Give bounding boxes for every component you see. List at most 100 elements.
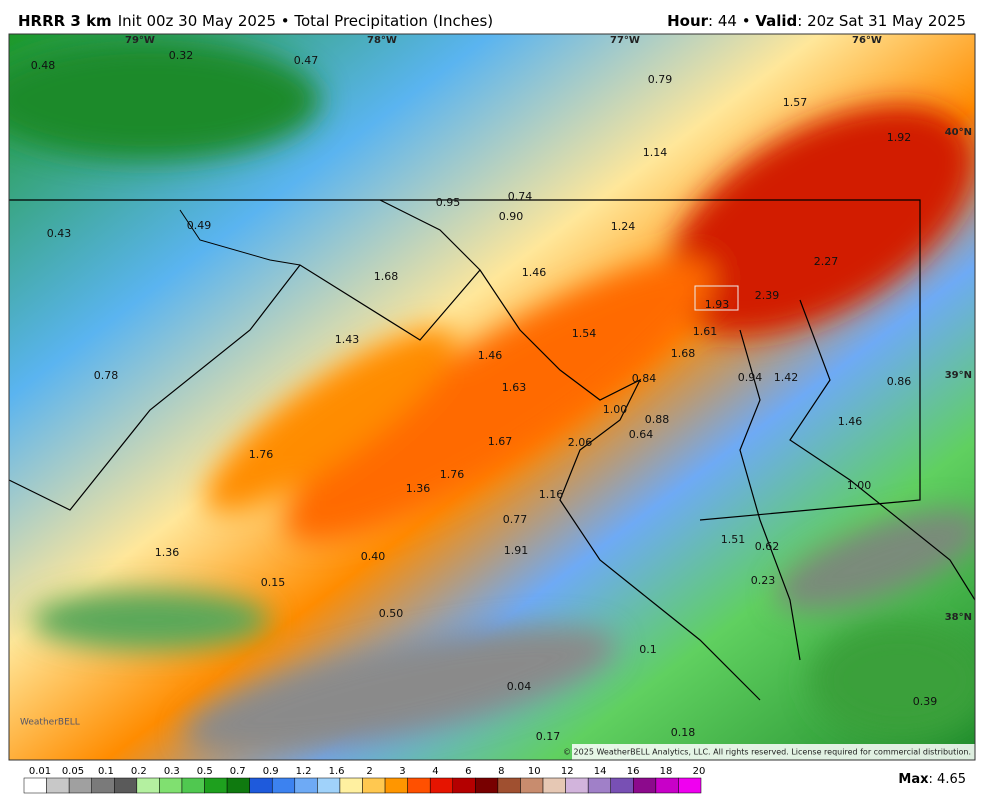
point-value: 0.39 (913, 695, 938, 708)
point-value: 1.63 (502, 381, 527, 394)
point-value: 1.54 (572, 327, 597, 340)
colorbar-swatch (407, 777, 431, 794)
lon-label: 79°W (125, 35, 155, 46)
point-value: 0.43 (47, 227, 72, 240)
colorbar-swatch (114, 777, 138, 794)
colorbar-label: 20 (693, 766, 706, 777)
colorbar-label: 4 (432, 766, 438, 777)
point-value: 0.88 (645, 413, 670, 426)
colorbar-swatch (497, 777, 521, 794)
point-value: 0.17 (536, 730, 561, 743)
colorbar-swatch (294, 777, 318, 794)
point-value: 1.68 (671, 347, 696, 360)
valid-value: : 20z Sat 31 May 2025 (797, 12, 966, 30)
lon-label: 78°W (367, 35, 397, 46)
model: HRRR 3 km (18, 12, 112, 30)
colorbar-swatch (271, 777, 296, 794)
point-value: 0.95 (436, 196, 461, 209)
colorbar-swatch (317, 777, 341, 794)
point-value: 0.49 (187, 219, 212, 232)
point-value: 1.68 (374, 270, 399, 283)
header-right: Hour: 44 • Valid: 20z Sat 31 May 2025 (667, 12, 966, 30)
colorbar-swatch (159, 777, 183, 794)
colorbar-swatch (655, 777, 679, 794)
colorbar-label: 3 (399, 766, 405, 777)
lon-label: 76°W (852, 35, 882, 46)
colorbar-label: 14 (594, 766, 607, 777)
colorbar-label: 8 (498, 766, 504, 777)
point-value: 1.91 (504, 544, 529, 557)
header-left: HRRR 3 km Init 00z 30 May 2025 • Total Pr… (18, 12, 493, 30)
point-value: 0.77 (503, 513, 528, 526)
point-value: 0.79 (648, 73, 673, 86)
point-value: 0.78 (94, 369, 119, 382)
colorbar-swatch (610, 777, 634, 794)
point-value: 1.76 (440, 468, 465, 481)
point-value: 0.15 (261, 576, 286, 589)
point-value: 0.94 (738, 371, 763, 384)
point-value: 1.24 (611, 220, 636, 233)
colorbar-swatch (226, 777, 250, 794)
lon-label: 77°W (610, 35, 640, 46)
lat-label: 38°N (945, 612, 972, 623)
point-value: 1.00 (847, 479, 872, 492)
point-value: 1.51 (721, 533, 746, 546)
point-value: 1.46 (838, 415, 863, 428)
point-value: 1.16 (539, 488, 564, 501)
colorbar-label: 0.5 (197, 766, 213, 777)
colorbar-label: 16 (627, 766, 640, 777)
point-value: 2.06 (568, 436, 593, 449)
colorbar-label: 12 (561, 766, 574, 777)
valid-label: Valid (755, 12, 797, 30)
point-value: 0.84 (632, 372, 657, 385)
colorbar-label: 0.01 (29, 766, 51, 777)
point-value: 1.36 (406, 482, 431, 495)
colorbar-swatch (181, 777, 205, 794)
point-value: 1.57 (783, 96, 808, 109)
point-value: 0.74 (508, 190, 533, 203)
point-value: 1.43 (335, 333, 360, 346)
colorbar-swatch (362, 777, 386, 794)
colorbar-label: 0.05 (62, 766, 84, 777)
colorbar-label: 0.3 (164, 766, 180, 777)
colorbar-swatch (249, 777, 273, 794)
colorbar-swatch (136, 777, 160, 794)
colorbar-swatch (204, 777, 228, 794)
colorbar-swatch (633, 777, 657, 794)
point-value: 1.93 (705, 298, 730, 311)
colorbar-label: 0.1 (98, 766, 114, 777)
point-value: 0.48 (31, 59, 56, 72)
point-value: 1.61 (693, 325, 718, 338)
colorbar-swatch (91, 777, 115, 794)
point-value: 1.36 (155, 546, 180, 559)
copyright: © 2025 WeatherBELL Analytics, LLC. All r… (563, 748, 971, 757)
point-value: 1.46 (522, 266, 547, 279)
point-value: 1.00 (603, 403, 628, 416)
hour-value: : 44 • (708, 12, 755, 30)
colorbar-label: 1.6 (329, 766, 345, 777)
max: Max: 4.65 (898, 772, 966, 787)
colorbar-swatch (678, 777, 702, 794)
point-value: 0.18 (671, 726, 696, 739)
point-value: 0.86 (887, 375, 912, 388)
max-value: : 4.65 (929, 772, 966, 787)
max-label: Max (898, 772, 929, 787)
colorbar: 0.01 0.05 0.1 0.2 0.3 0.5 0.7 0.9 1.2 1.6 2 3 4 6 8 10 1… (23, 766, 706, 794)
point-value: 0.64 (629, 428, 654, 441)
colorbar-swatch (384, 777, 408, 794)
map-frame (8, 33, 976, 761)
point-value: 0.04 (507, 680, 532, 693)
lat-label: 39°N (945, 370, 972, 381)
point-value: 2.39 (755, 289, 780, 302)
point-value: 0.1 (639, 643, 657, 656)
colorbar-label: 0.7 (230, 766, 246, 777)
point-value: 1.46 (478, 349, 503, 362)
init: Init 00z 30 May 2025 • Total Precipitati… (118, 12, 493, 30)
point-value: 1.92 (887, 131, 912, 144)
point-value: 0.40 (361, 550, 386, 563)
colorbar-swatch (520, 777, 544, 794)
point-value: 0.32 (169, 49, 194, 62)
colorbar-swatch (542, 777, 566, 794)
colorbar-label: 18 (660, 766, 673, 777)
